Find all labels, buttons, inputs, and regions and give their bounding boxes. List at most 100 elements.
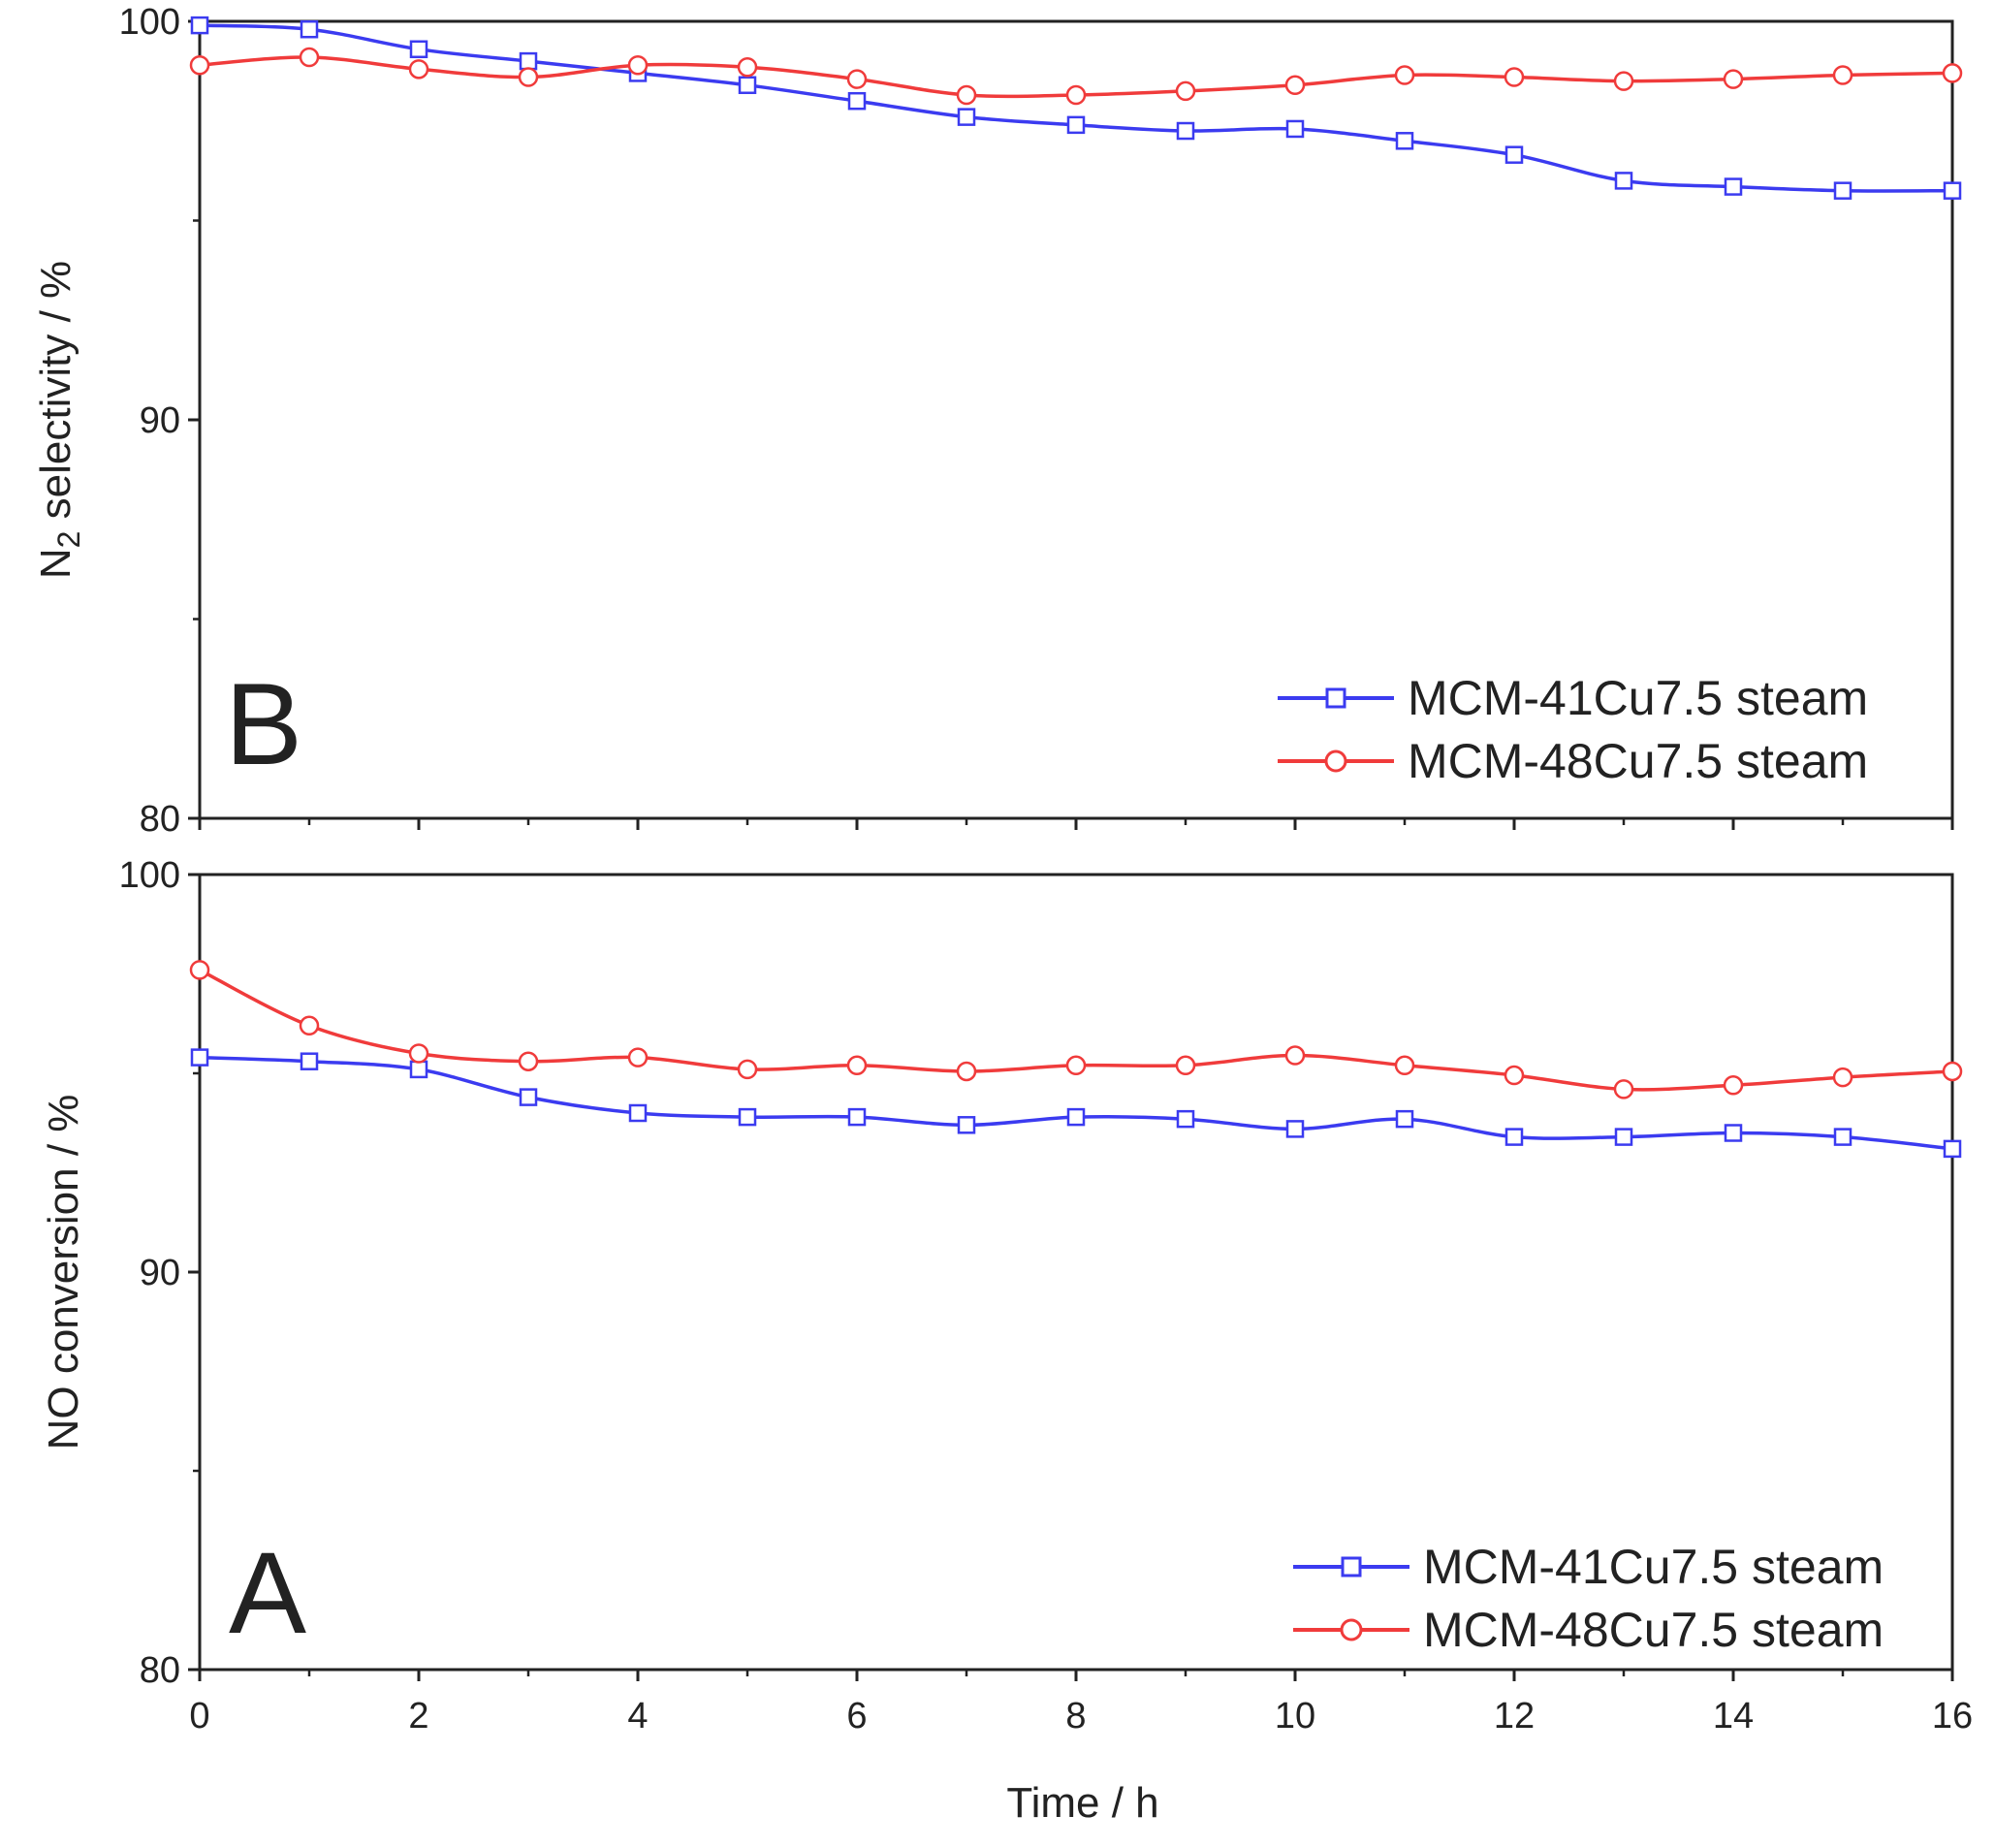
data-point-s1-2: [408, 59, 429, 80]
data-point-s0-9: [1176, 121, 1195, 141]
x-ticks: 0 2 4 6 8 10 12 14 16: [189, 1670, 1973, 1736]
data-point-s1-9: [1175, 1055, 1196, 1076]
data-point-s1-12: [1504, 67, 1525, 87]
panel-label: B: [225, 659, 302, 789]
data-point-s1-1: [299, 47, 320, 68]
data-point-s1-11: [1394, 65, 1415, 85]
data-point-s0-1: [300, 1052, 319, 1070]
data-point-s0-4: [628, 1103, 648, 1123]
y-axis-title: N2 selectivity / %: [32, 261, 86, 579]
x-tick-label: 12: [1494, 1696, 1535, 1736]
data-point-s0-10: [1285, 119, 1305, 139]
y-tick-label: 100: [119, 2, 180, 43]
y-tick-label: 100: [119, 855, 180, 896]
data-point-s1-9: [1175, 80, 1196, 102]
y-tick-label: 80: [140, 1650, 180, 1691]
data-point-s1-16: [1942, 1061, 1963, 1082]
data-point-s0-13: [1614, 1128, 1633, 1146]
data-point-s1-8: [1065, 1055, 1087, 1076]
data-point-s0-7: [957, 108, 976, 126]
data-point-s0-7: [957, 1116, 976, 1134]
data-point-s1-14: [1723, 69, 1744, 89]
data-point-s1-7: [956, 1061, 977, 1082]
panel-b-selectivity: 80 90 100 N2 selectivity / % B MCM-41Cu7.5…: [32, 2, 1963, 840]
data-point-s0-5: [738, 76, 757, 95]
data-point-s1-5: [737, 1059, 758, 1080]
data-point-s0-8: [1066, 1107, 1086, 1127]
legend-label-mcm41: MCM-41Cu7.5 steam: [1423, 1540, 1884, 1594]
data-point-s0-9: [1176, 1109, 1195, 1129]
data-point-s0-13: [1614, 172, 1633, 190]
data-point-s0-0: [190, 1048, 209, 1067]
data-point-s1-6: [846, 1055, 868, 1076]
data-point-s0-3: [519, 1088, 538, 1106]
data-point-s0-0: [190, 16, 209, 35]
data-point-s0-8: [1066, 115, 1086, 135]
data-point-s1-15: [1832, 65, 1853, 85]
x-ticks: [198, 818, 1954, 830]
data-point-s1-16: [1942, 63, 1963, 83]
legend: MCM-41Cu7.5 steam MCM-48Cu7.5 steam: [1293, 1540, 1884, 1657]
data-point-s0-2: [409, 1060, 428, 1079]
data-point-s0-3: [519, 51, 538, 71]
series-markers: [189, 16, 1963, 200]
y-tick-label: 90: [140, 400, 180, 441]
y-tick-label: 80: [140, 799, 180, 840]
panel-label: A: [229, 1528, 306, 1658]
legend-marker-mcm48: [1340, 1618, 1363, 1641]
y-tick-label: 90: [140, 1253, 180, 1293]
data-point-s1-5: [737, 57, 758, 78]
series-line-0: [199, 23, 1953, 193]
x-tick-label: 16: [1932, 1696, 1973, 1736]
y-ticks: 80 90 100: [119, 855, 200, 1691]
x-axis-title: Time / h: [1006, 1779, 1158, 1827]
data-point-s0-5: [738, 1107, 757, 1127]
data-point-s0-12: [1504, 1128, 1524, 1146]
data-point-s0-15: [1833, 1128, 1852, 1146]
data-point-s0-12: [1504, 145, 1524, 164]
x-tick-label: 0: [189, 1696, 209, 1736]
data-point-s1-1: [299, 1015, 320, 1036]
x-tick-label: 4: [627, 1696, 648, 1736]
legend-marker-mcm41: [1325, 687, 1346, 709]
data-point-s1-13: [1613, 71, 1634, 91]
x-tick-label: 6: [846, 1696, 867, 1736]
data-point-s0-6: [847, 1107, 867, 1127]
data-point-s0-15: [1833, 181, 1852, 200]
data-point-s1-6: [846, 69, 868, 89]
data-point-s1-4: [627, 1047, 649, 1067]
legend-marker-mcm48: [1324, 749, 1347, 773]
data-point-s1-0: [189, 960, 210, 980]
data-point-s0-16: [1943, 181, 1962, 200]
legend-label-mcm48: MCM-48Cu7.5 steam: [1408, 734, 1868, 788]
legend-label-mcm48: MCM-48Cu7.5 steam: [1423, 1603, 1884, 1657]
y-ticks: 80 90 100: [119, 2, 200, 840]
data-point-s1-8: [1065, 84, 1087, 106]
legend: MCM-41Cu7.5 steam MCM-48Cu7.5 steam: [1278, 671, 1868, 788]
x-tick-label: 8: [1065, 1696, 1086, 1736]
data-point-s1-7: [956, 84, 977, 106]
data-point-s0-1: [300, 19, 319, 39]
legend-marker-mcm41: [1341, 1556, 1362, 1577]
data-point-s0-10: [1285, 1120, 1305, 1138]
data-point-s0-14: [1724, 1124, 1743, 1142]
data-point-s1-11: [1394, 1055, 1415, 1076]
data-point-s0-6: [847, 91, 867, 111]
data-point-s1-2: [408, 1043, 429, 1064]
data-point-s1-14: [1723, 1075, 1744, 1096]
data-point-s1-0: [189, 54, 210, 76]
data-point-s1-13: [1613, 1079, 1634, 1099]
data-point-s0-11: [1395, 1109, 1414, 1129]
data-point-s0-11: [1395, 132, 1414, 150]
y-axis-title: NO conversion / %: [40, 1095, 87, 1450]
x-tick-label: 14: [1713, 1696, 1754, 1736]
data-point-s1-4: [627, 54, 649, 76]
x-tick-label: 2: [408, 1696, 428, 1736]
data-point-s0-16: [1943, 1139, 1962, 1159]
data-point-s1-3: [518, 67, 539, 87]
data-point-s1-12: [1504, 1065, 1525, 1086]
series-lines: [199, 23, 1953, 193]
x-tick-label: 10: [1275, 1696, 1315, 1736]
series-markers: [189, 960, 1963, 1159]
